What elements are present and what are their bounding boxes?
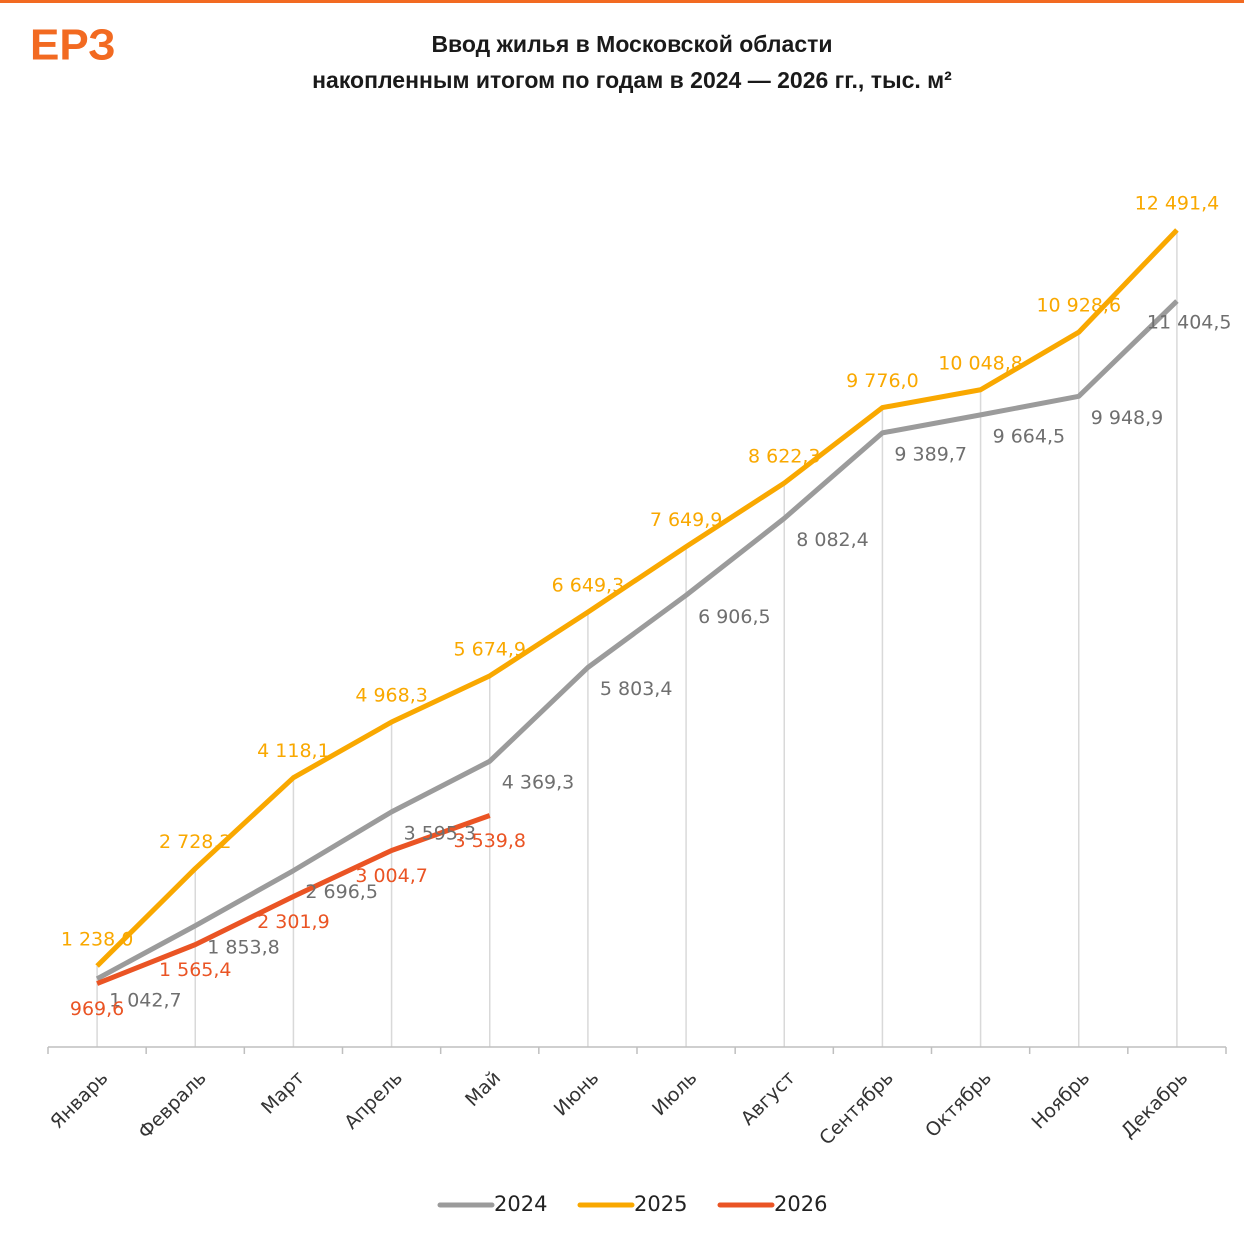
data-label: 2 696,5 [305,881,378,903]
data-label: 5 803,4 [600,678,673,700]
data-label: 1 565,4 [159,959,232,981]
data-label: 1 042,7 [109,989,182,1011]
data-label: 11 404,5 [1147,312,1232,334]
data-label: 12 491,4 [1135,193,1220,215]
chart-title: Ввод жилья в Московской области [431,31,832,57]
data-label: 3 539,8 [453,830,526,852]
series-line [96,813,491,986]
series-line [95,299,1179,982]
data-label: 9 776,0 [846,370,919,392]
legend-label: 2024 [494,1192,547,1216]
data-label: 4 968,3 [355,685,428,707]
top-border [0,0,1244,3]
data-label: 969,6 [70,998,124,1020]
x-tick-label: Май [461,1067,505,1111]
data-label: 2 728,2 [159,831,232,853]
data-label: 3 595,3 [404,822,477,844]
data-label: 5 674,9 [453,638,526,660]
logo: ЕРЗ [30,21,116,70]
data-label: 6 906,5 [698,606,771,628]
x-tick-label: Июль [648,1067,701,1120]
data-label: 4 369,3 [502,772,575,794]
data-label: 9 389,7 [894,443,967,465]
data-label: 4 118,1 [257,740,330,762]
data-label: 8 082,4 [796,529,869,551]
x-tick-label: Февраль [134,1067,211,1144]
legend-label: 2025 [634,1192,687,1216]
x-tick-label: Ноябрь [1027,1067,1094,1134]
series-line [95,228,1179,968]
legend-label: 2026 [774,1192,827,1216]
data-label: 10 928,6 [1036,295,1121,317]
data-label: 9 664,5 [993,425,1066,447]
chart-title: накопленным итогом по годам в 2024 — 202… [312,67,952,93]
x-tick-label: Декабрь [1117,1067,1192,1142]
x-tick-label: Март [257,1067,309,1119]
data-label: 8 622,3 [748,446,821,468]
x-tick-label: Октябрь [921,1067,996,1142]
data-label: 7 649,9 [650,509,723,531]
data-label: 2 301,9 [257,911,330,933]
data-label: 1 238,0 [61,929,134,951]
data-label: 1 853,8 [207,936,280,958]
x-tick-label: Сентябрь [815,1067,898,1150]
x-tick-label: Июнь [550,1067,604,1121]
x-tick-label: Январь [46,1067,112,1133]
x-tick-label: Апрель [340,1067,407,1134]
data-label: 3 004,7 [355,865,428,887]
data-label: 9 948,9 [1091,407,1164,429]
data-label: 6 649,3 [552,575,625,597]
x-tick-label: Август [737,1067,800,1130]
data-label: 10 048,8 [938,352,1023,374]
